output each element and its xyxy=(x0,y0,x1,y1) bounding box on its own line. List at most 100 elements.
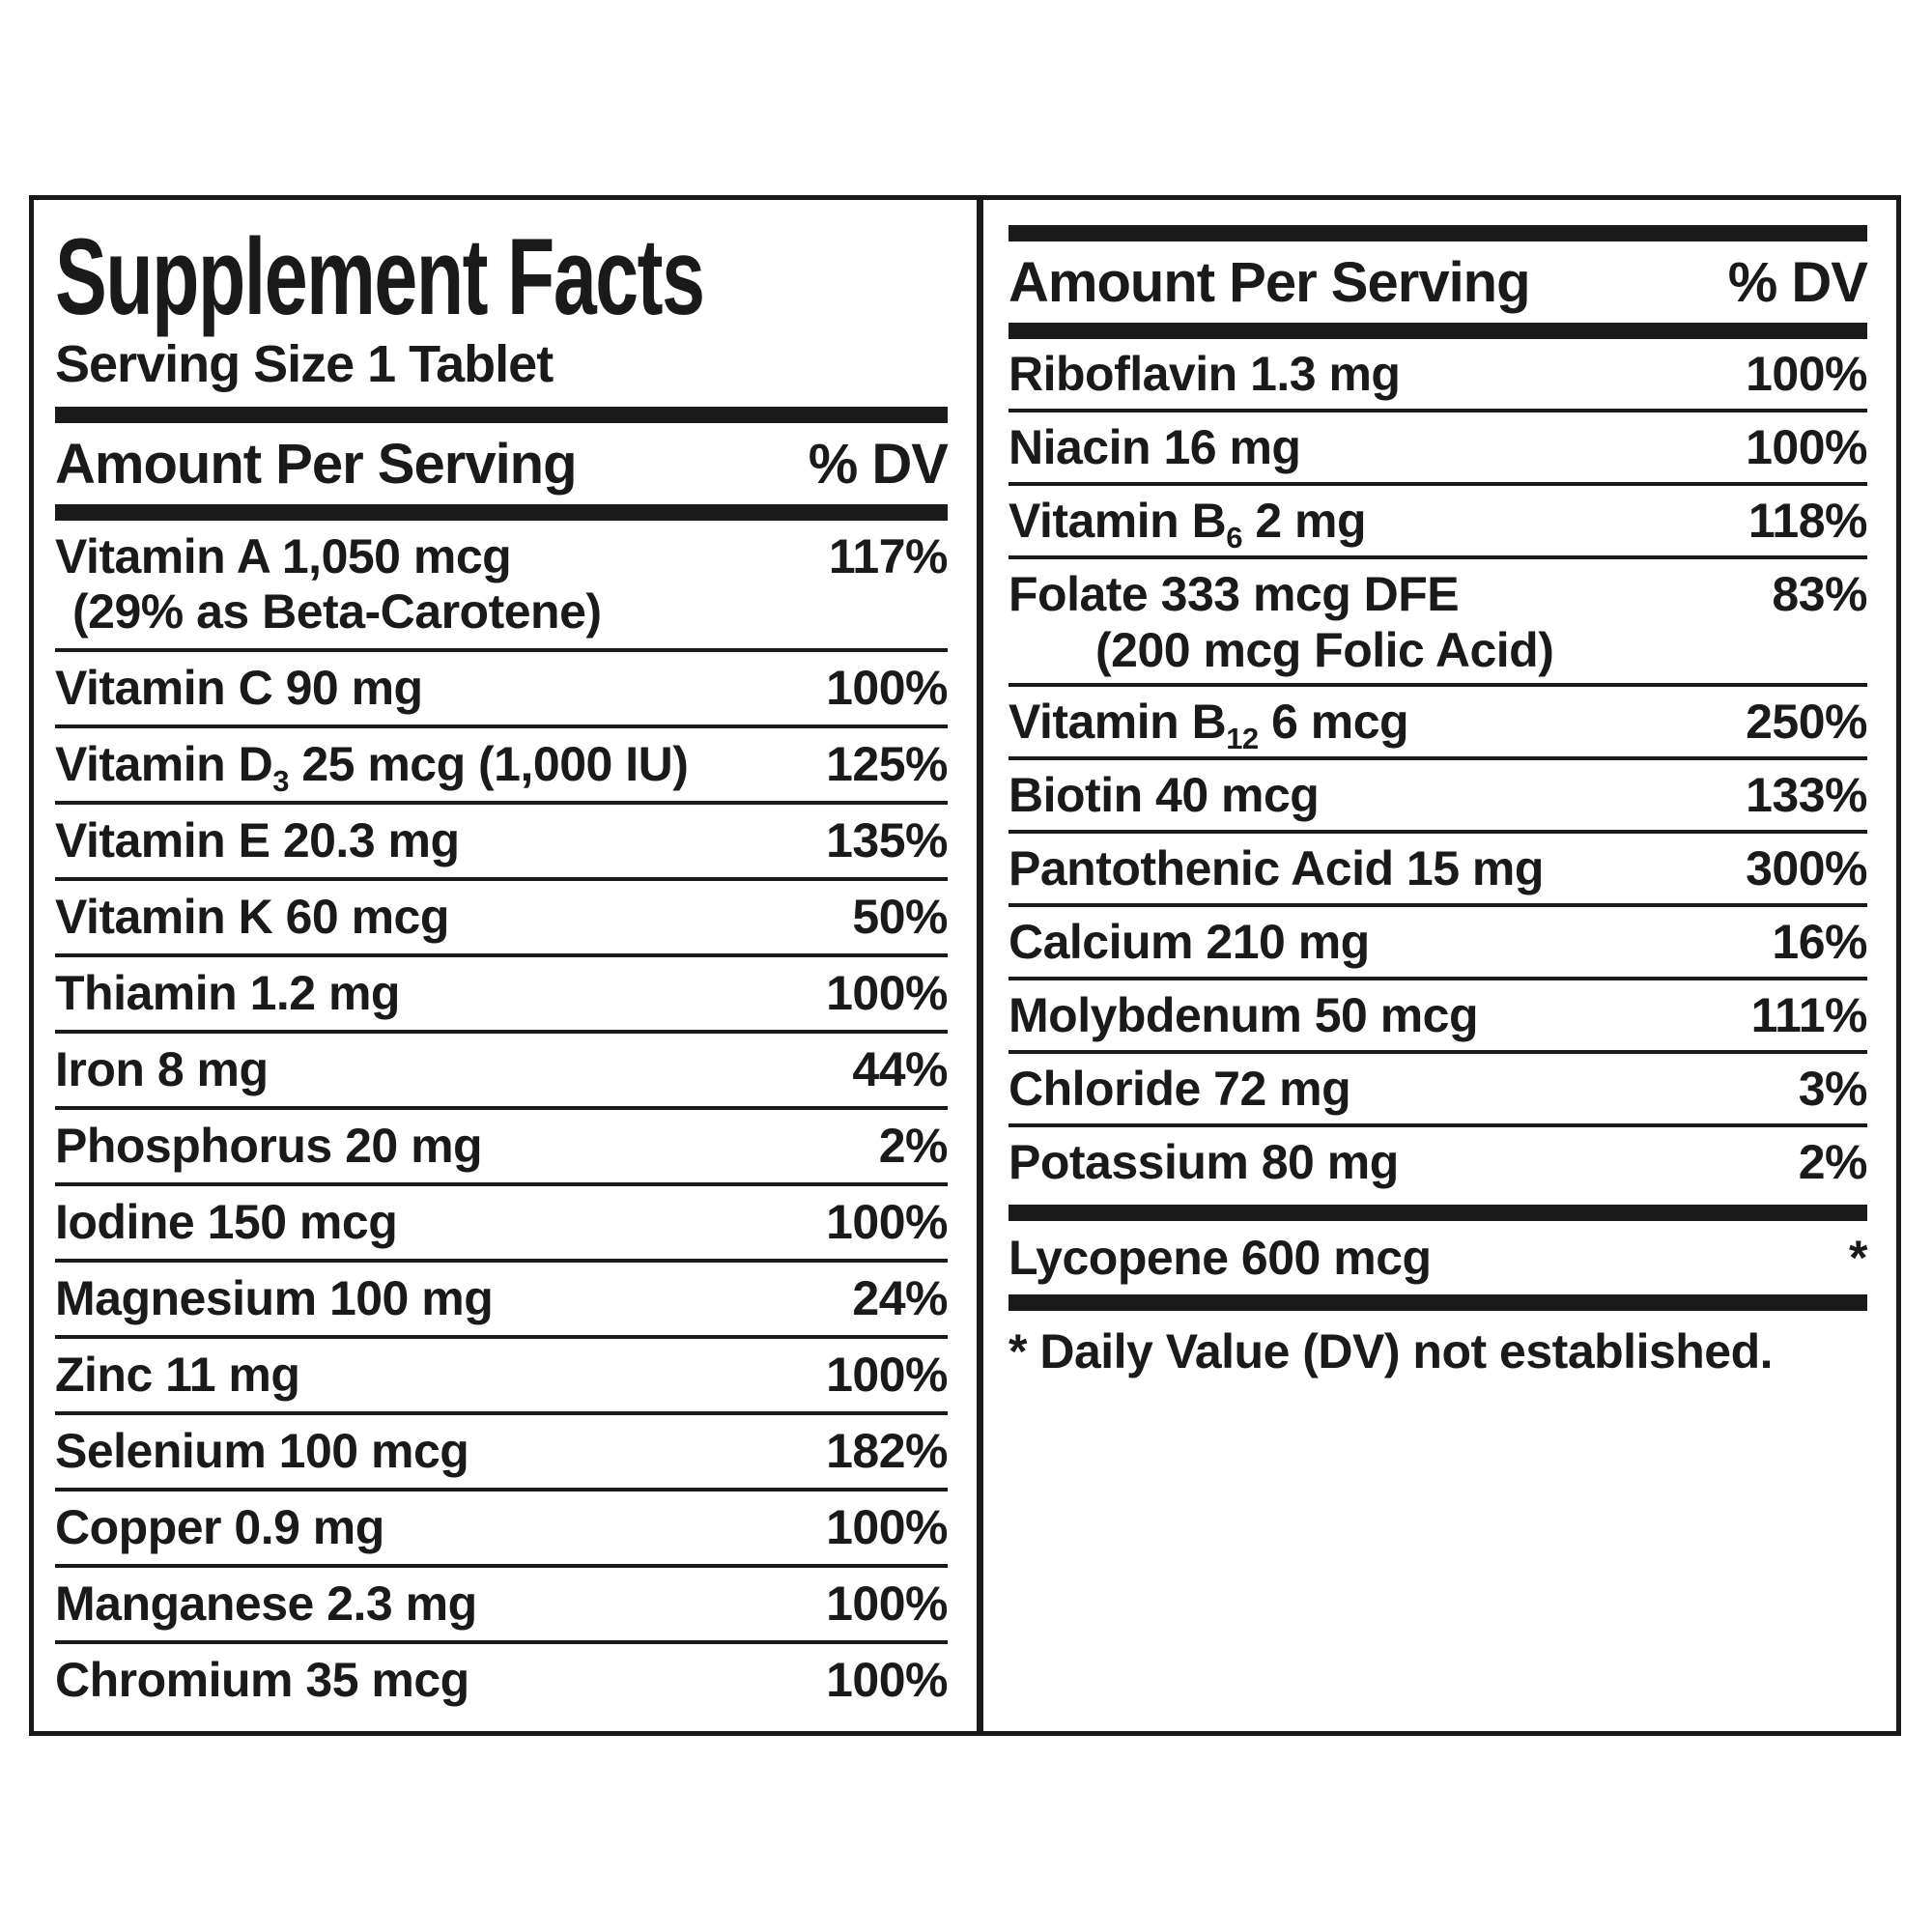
nutrient-name: Calcium 210 mg xyxy=(1009,915,1370,969)
nutrient-name: Vitamin A 1,050 mcg (29% as Beta-Caroten… xyxy=(55,529,602,639)
nutrient-dv: 133% xyxy=(1746,768,1867,822)
nutrient-row: Vitamin B12 6 mcg 250% xyxy=(1009,683,1867,756)
nutrient-name: Chromium 35 mcg xyxy=(55,1653,469,1707)
thick-divider-bar xyxy=(1009,1205,1867,1221)
nutrient-name: Niacin 16 mg xyxy=(1009,420,1301,474)
nutrient-dv: 100% xyxy=(826,1653,948,1707)
nutrient-row: Vitamin E 20.3 mg 135% xyxy=(55,801,948,877)
nutrient-row: Folate 333 mcg DFE (200 mcg Folic Acid) … xyxy=(1009,555,1867,683)
thick-divider-bar xyxy=(55,407,948,423)
nutrient-name: Vitamin E 20.3 mg xyxy=(55,813,460,867)
thick-divider-bar xyxy=(1009,1294,1867,1311)
nutrient-dv: 24% xyxy=(852,1271,948,1325)
nutrient-subscript: 6 xyxy=(1226,521,1242,554)
nutrient-name: Copper 0.9 mg xyxy=(55,1500,384,1554)
percent-dv-label: % DV xyxy=(808,433,949,496)
nutrient-dv: 50% xyxy=(852,890,948,944)
nutrient-dv: 83% xyxy=(1772,567,1867,621)
nutrient-row: Phosphorus 20 mg 2% xyxy=(55,1106,949,1182)
nutrient-row: Pantothenic Acid 15 mg 300% xyxy=(1009,830,1867,903)
nutrient-name: Vitamin B12 6 mcg xyxy=(1009,695,1409,755)
serving-size: Serving Size 1 Tablet xyxy=(55,335,554,393)
nutrient-name: Iodine 150 mcg xyxy=(55,1195,398,1249)
nutrient-name: Chloride 72 mg xyxy=(1009,1062,1351,1116)
nutrient-row: Vitamin A 1,050 mcg (29% as Beta-Caroten… xyxy=(55,521,949,648)
column-header: Amount Per Serving % DV xyxy=(55,423,949,504)
nutrient-dv: 16% xyxy=(1772,915,1867,969)
amount-per-serving-label: Amount Per Serving xyxy=(1009,251,1531,314)
nutrient-dv: 2% xyxy=(1798,1135,1868,1189)
nutrient-dv: 117% xyxy=(828,529,949,583)
nutrient-row: Vitamin D3 25 mcg (1,000 IU) 125% xyxy=(55,724,948,801)
nutrient-dv: 44% xyxy=(852,1042,948,1096)
nutrient-dv: 100% xyxy=(826,1195,948,1249)
nutrient-dv: 182% xyxy=(826,1424,948,1478)
nutrient-dv: 2% xyxy=(878,1119,949,1173)
nutrient-name: Biotin 40 mcg xyxy=(1009,768,1320,822)
nutrient-row: Vitamin C 90 mg 100% xyxy=(55,648,948,724)
nutrient-name: Pantothenic Acid 15 mg xyxy=(1009,841,1544,895)
nutrient-row: Chloride 72 mg 3% xyxy=(1009,1050,1868,1123)
nutrient-row: Niacin 16 mg 100% xyxy=(1009,409,1867,482)
nutrient-row: Magnesium 100 mg 24% xyxy=(55,1259,948,1335)
nutrient-row: Molybdenum 50 mcg 111% xyxy=(1009,977,1868,1050)
nutrient-dv: 111% xyxy=(1750,988,1868,1042)
nutrient-dv: 100% xyxy=(826,661,948,715)
nutrient-row: Thiamin 1.2 mg 100% xyxy=(55,953,948,1030)
nutrient-name: Molybdenum 50 mcg xyxy=(1009,988,1479,1042)
nutrient-subscript: 3 xyxy=(272,764,289,798)
nutrient-note: (29% as Beta-Carotene) xyxy=(72,584,602,639)
nutrient-name: Vitamin K 60 mcg xyxy=(55,890,449,944)
left-column: Supplement Facts Serving Size 1 Tablet A… xyxy=(34,200,983,1731)
nutrient-name: Riboflavin 1.3 mg xyxy=(1009,347,1401,401)
nutrient-dv: 100% xyxy=(1746,420,1867,474)
nutrient-row: Iron 8 mg 44% xyxy=(55,1030,948,1106)
column-header: Amount Per Serving % DV xyxy=(1009,242,1868,323)
nutrient-row: Zinc 11 mg 100% xyxy=(55,1335,948,1411)
nutrient-dv: 100% xyxy=(826,1577,948,1631)
thick-divider-bar xyxy=(55,504,948,521)
nutrient-dv: 100% xyxy=(826,1348,948,1402)
percent-dv-label: % DV xyxy=(1727,251,1868,314)
right-column: Amount Per Serving % DV Riboflavin 1.3 m… xyxy=(983,200,1896,1731)
nutrient-name: Selenium 100 mcg xyxy=(55,1424,469,1478)
nutrient-name: Magnesium 100 mg xyxy=(55,1271,494,1325)
thick-divider-bar xyxy=(1009,225,1867,242)
nutrient-dv: 100% xyxy=(1746,347,1867,401)
nutrient-name: Vitamin D3 25 mcg (1,000 IU) xyxy=(55,737,689,798)
nutrient-name: Zinc 11 mg xyxy=(55,1348,300,1402)
nutrient-row: Potassium 80 mg 2% xyxy=(1009,1123,1868,1197)
nutrient-row: Manganese 2.3 mg 100% xyxy=(55,1564,948,1640)
nutrient-row-lycopene: Lycopene 600 mcg * xyxy=(1009,1221,1867,1294)
nutrient-row: Vitamin K 60 mcg 50% xyxy=(55,877,948,953)
dv-footnote: * Daily Value (DV) not established. xyxy=(1009,1324,1774,1378)
nutrient-row: Chromium 35 mcg 100% xyxy=(55,1640,948,1717)
nutrient-dv: * xyxy=(1849,1231,1867,1285)
right-nutrient-rows: Riboflavin 1.3 mg 100% Niacin 16 mg 100%… xyxy=(1009,339,1868,1197)
nutrient-name: Thiamin 1.2 mg xyxy=(55,966,400,1020)
nutrient-name: Manganese 2.3 mg xyxy=(55,1577,477,1631)
amount-per-serving-label: Amount Per Serving xyxy=(55,433,578,496)
nutrient-note: (200 mcg Folic Acid) xyxy=(1095,623,1554,677)
thick-divider-bar xyxy=(1009,323,1867,339)
nutrient-dv: 3% xyxy=(1798,1062,1868,1116)
nutrient-name: Potassium 80 mg xyxy=(1009,1135,1399,1189)
nutrient-name: Vitamin B6 2 mg xyxy=(1009,494,1367,554)
nutrient-row: Iodine 150 mcg 100% xyxy=(55,1182,948,1259)
nutrient-row: Calcium 210 mg 16% xyxy=(1009,903,1867,977)
nutrient-dv: 135% xyxy=(826,813,948,867)
nutrient-name: Folate 333 mcg DFE (200 mcg Folic Acid) xyxy=(1009,567,1554,677)
nutrient-row: Copper 0.9 mg 100% xyxy=(55,1488,948,1564)
nutrient-dv: 100% xyxy=(826,966,948,1020)
nutrient-name: Vitamin C 90 mg xyxy=(55,661,423,715)
nutrient-dv: 100% xyxy=(826,1500,948,1554)
nutrient-row: Biotin 40 mcg 133% xyxy=(1009,756,1867,830)
nutrient-dv: 125% xyxy=(826,737,948,791)
supplement-facts-label: Supplement Facts Serving Size 1 Tablet A… xyxy=(29,195,1901,1736)
left-nutrient-rows: Vitamin A 1,050 mcg (29% as Beta-Caroten… xyxy=(55,521,949,1717)
nutrient-dv: 250% xyxy=(1746,695,1867,749)
nutrient-dv: 118% xyxy=(1747,494,1868,548)
nutrient-subscript: 12 xyxy=(1226,722,1259,755)
nutrient-dv: 300% xyxy=(1746,841,1867,895)
nutrient-name: Phosphorus 20 mg xyxy=(55,1119,483,1173)
